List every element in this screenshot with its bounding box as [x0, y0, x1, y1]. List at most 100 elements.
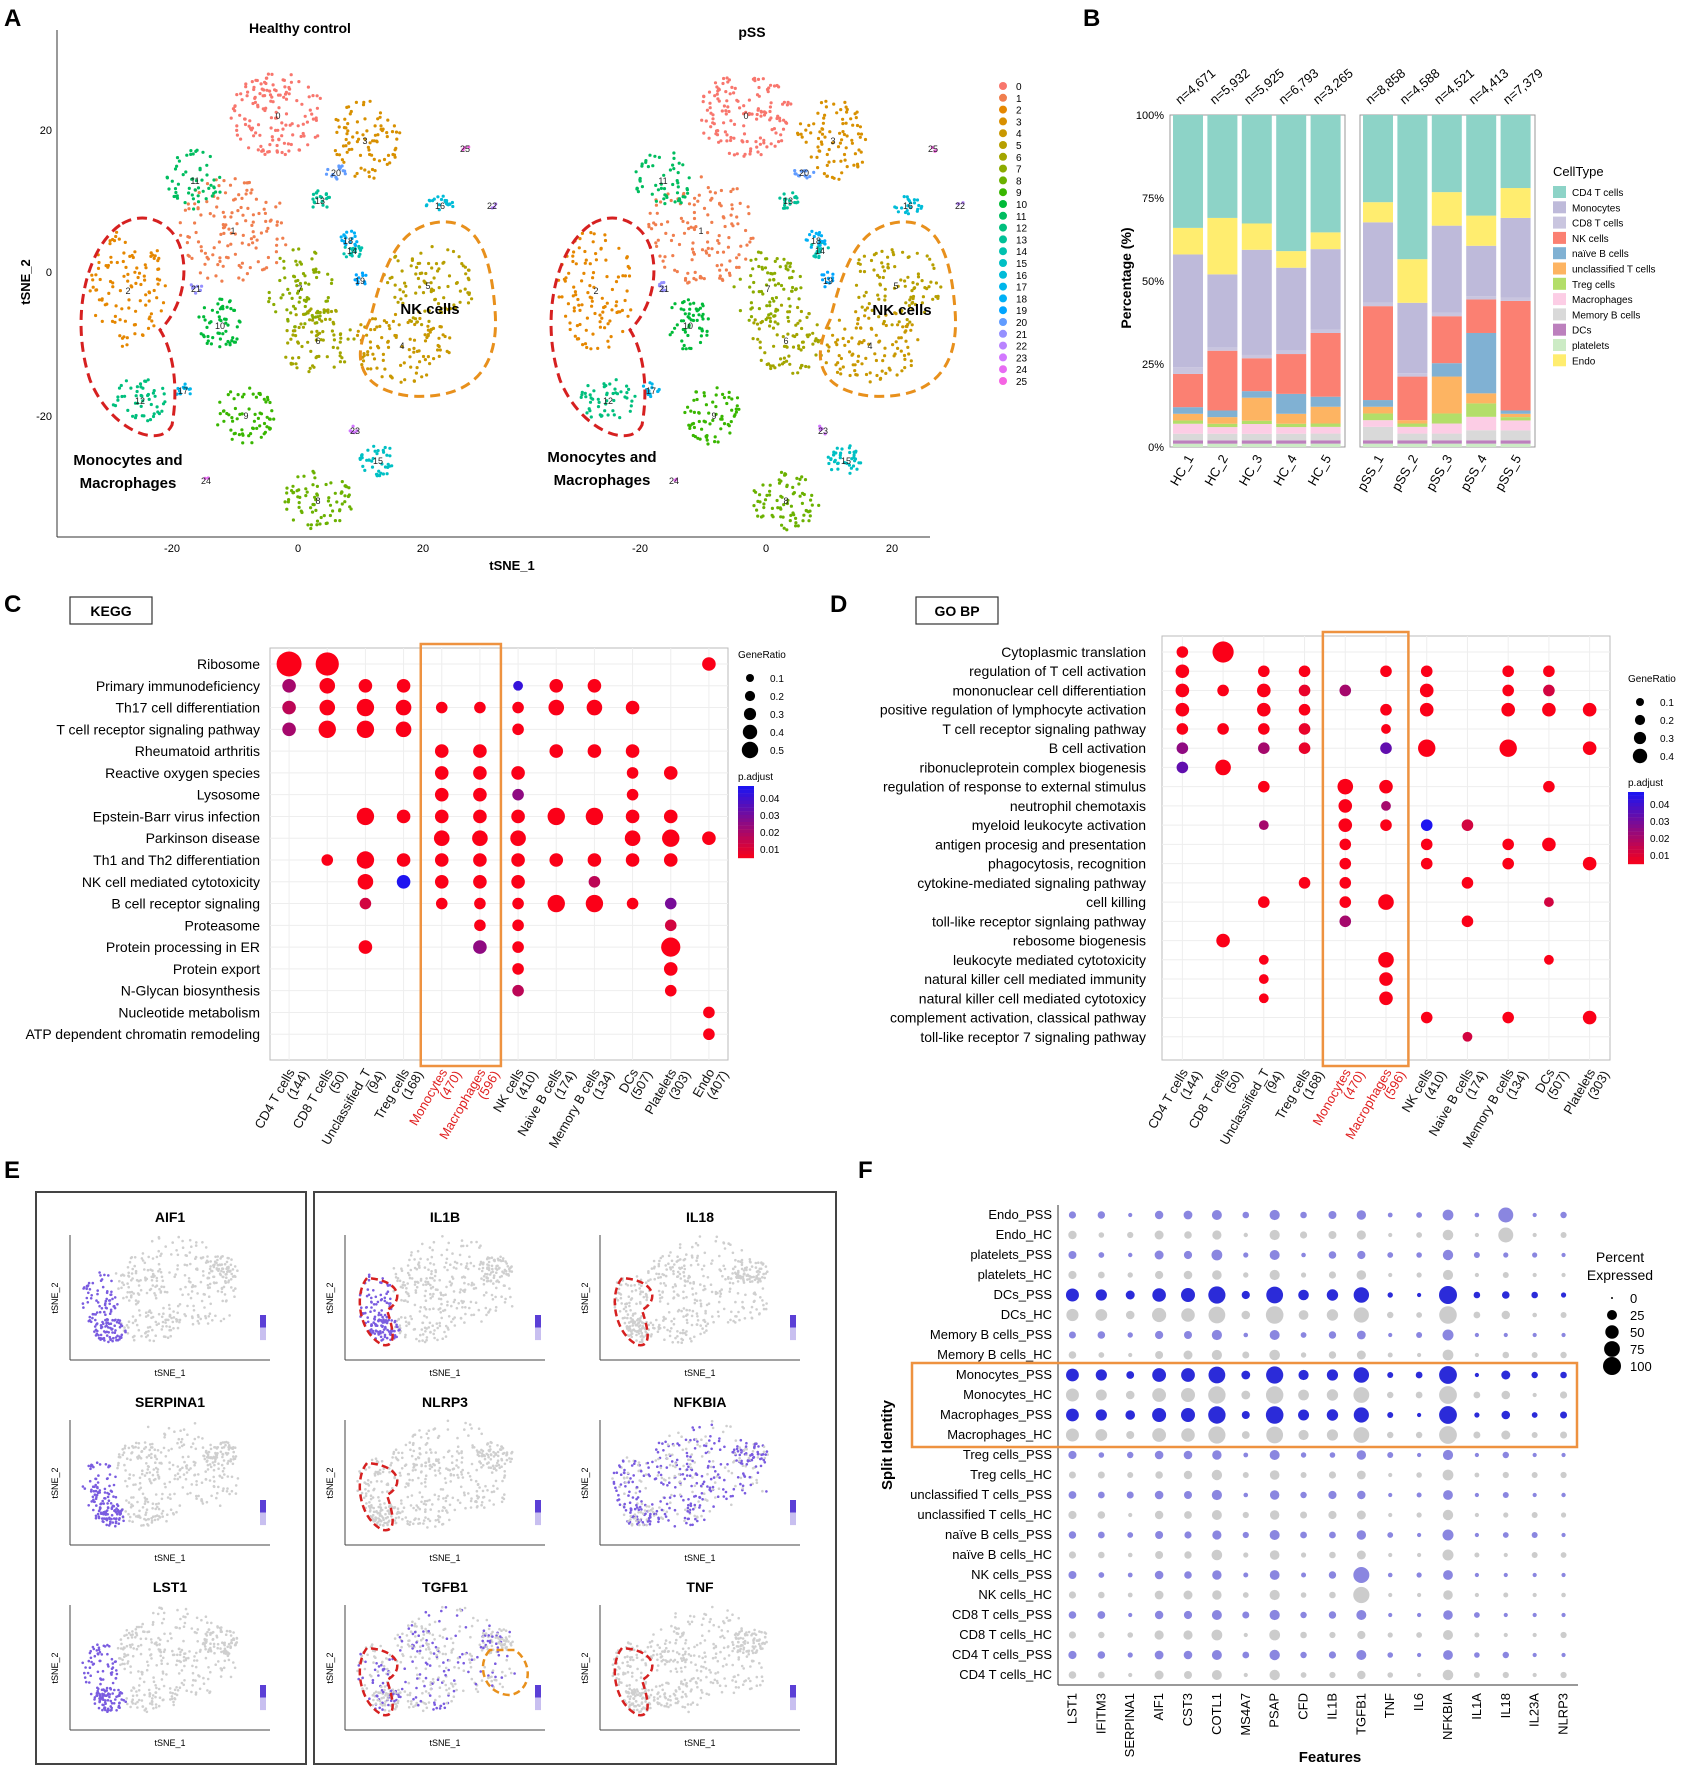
tsne-point	[277, 106, 281, 110]
tsne-point	[212, 186, 216, 190]
tsne-point	[355, 282, 359, 286]
feature-point	[110, 1517, 113, 1521]
colorbar-band	[260, 1502, 266, 1506]
tsne-point	[263, 152, 267, 156]
color-legend-band	[1628, 799, 1644, 803]
feature-point	[160, 1678, 164, 1681]
feature-point	[192, 1304, 195, 1308]
feature-point	[137, 1284, 141, 1287]
tsne-point	[256, 260, 260, 264]
feature-point	[190, 1483, 194, 1486]
tsne-point	[896, 346, 900, 350]
tsne-point	[742, 104, 746, 108]
tsne-point	[190, 193, 194, 197]
bar-area: 100%75%50%25%0%HC_1n=4,671HC_2n=5,932HC_…	[1136, 65, 1546, 493]
legend-label: 22	[1016, 342, 1028, 353]
tsne-point	[256, 105, 260, 109]
tsne-point	[121, 259, 125, 264]
feature-point	[152, 1478, 156, 1482]
tsne-point	[280, 150, 284, 155]
feature-point	[143, 1268, 146, 1271]
feature-point	[174, 1273, 177, 1276]
tsne-point	[756, 514, 760, 518]
feature-point	[95, 1322, 99, 1325]
tsne-point	[363, 282, 367, 286]
feature-point	[170, 1637, 173, 1640]
colorbar-band	[260, 1327, 266, 1331]
feature-point	[107, 1326, 110, 1329]
feature-point	[157, 1502, 160, 1505]
enrich-dot	[1420, 819, 1433, 831]
color-legend-band	[738, 847, 754, 851]
tsne-point	[237, 276, 241, 280]
color-legend-band	[738, 822, 754, 826]
legend-label: 6	[1016, 153, 1022, 164]
tsne-point	[216, 263, 220, 267]
feature-point	[131, 1630, 134, 1633]
legend-swatch	[999, 341, 1007, 350]
bar-segment	[1466, 215, 1497, 246]
tsne-point	[217, 331, 221, 335]
feature-point	[163, 1290, 167, 1294]
tsne-point	[756, 150, 760, 154]
enrich-dot	[473, 940, 487, 954]
tsne-cluster-6	[284, 307, 356, 374]
tsne-point	[371, 317, 375, 321]
tsne-point	[794, 516, 798, 521]
tsne-point	[183, 208, 187, 212]
tsne-point	[314, 251, 318, 255]
legend-label: NK cells	[1572, 234, 1609, 245]
tsne-point	[135, 385, 139, 389]
feature-point	[98, 1694, 102, 1697]
feature-point	[168, 1325, 171, 1329]
tsne-point	[860, 305, 864, 309]
feature-point	[107, 1692, 110, 1695]
feature-point	[172, 1316, 176, 1319]
tsne-point	[412, 350, 416, 354]
tsne-point	[122, 274, 126, 278]
size-legend-dot	[744, 690, 756, 702]
feature-point	[108, 1484, 111, 1488]
tsne-point	[893, 352, 897, 356]
feature-point	[117, 1453, 121, 1456]
tsne-point	[748, 285, 752, 289]
feature-point	[207, 1286, 210, 1290]
legend-label: platelets	[1572, 341, 1609, 352]
tsne-point	[742, 132, 747, 136]
tsne-point	[188, 387, 192, 391]
feature-point	[106, 1506, 110, 1510]
bar-segment	[1431, 413, 1462, 424]
tsne-point	[236, 393, 240, 397]
feature-point	[449, 1263, 452, 1266]
tsne-point	[265, 415, 269, 419]
size-legend-label: 0.4	[770, 728, 784, 739]
tsne-point	[230, 339, 234, 343]
feature-point	[107, 1524, 111, 1527]
feature-point	[145, 1456, 149, 1459]
tsne-point	[233, 177, 237, 181]
tsne-point	[344, 126, 348, 130]
enrich-dot	[1339, 915, 1352, 928]
color-legend-band	[738, 814, 754, 819]
tsne-point	[193, 188, 197, 192]
tsne-point	[580, 390, 584, 394]
tsne-point	[815, 155, 819, 159]
tsne-point	[349, 109, 353, 114]
tsne-point	[160, 409, 164, 413]
tsne-point	[451, 204, 455, 209]
tsne-point	[366, 353, 370, 357]
tsne-point	[221, 304, 225, 308]
bar-xtick: HC_5	[1305, 452, 1335, 488]
tsne-point	[205, 163, 209, 167]
tsne-point	[697, 313, 701, 317]
enrich-dot	[356, 698, 375, 717]
tsne-point	[197, 315, 201, 319]
feature-point	[103, 1497, 106, 1500]
bar-segment	[1363, 400, 1393, 407]
feature-point	[118, 1338, 121, 1341]
feature-point	[118, 1706, 121, 1709]
legend-swatch	[1553, 186, 1566, 198]
feature-point	[127, 1446, 131, 1450]
feature-point	[95, 1461, 99, 1464]
feature-point	[107, 1340, 110, 1344]
